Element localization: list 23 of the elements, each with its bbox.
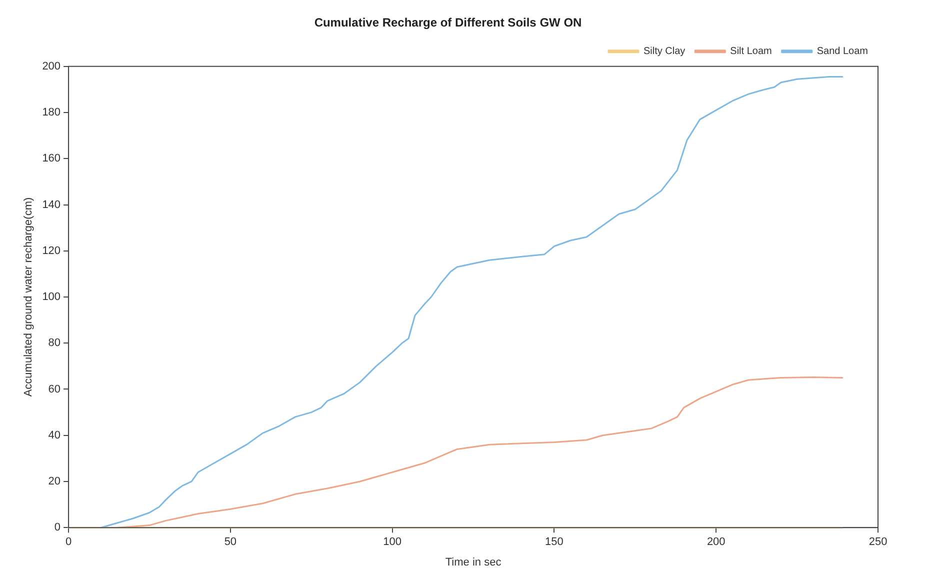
legend-label: Silt Loam	[730, 46, 772, 58]
y-tick-label: 20	[48, 476, 61, 488]
y-tick-label: 200	[42, 60, 61, 72]
chart-title: Cumulative Recharge of Different Soils GW ON	[314, 16, 582, 30]
y-tick-label: 120	[42, 244, 61, 257]
y-tick-label: 80	[48, 337, 61, 350]
y-tick-label: 60	[48, 383, 61, 396]
x-tick-label: 50	[224, 536, 237, 548]
x-tick-label: 150	[545, 536, 564, 548]
x-tick-label: 200	[706, 536, 726, 548]
y-tick-label: 140	[42, 198, 61, 211]
x-tick-label: 0	[65, 536, 72, 548]
y-tick-label: 160	[42, 152, 61, 165]
y-axis-title: Accumulated ground water recharge(cm)	[22, 197, 35, 397]
y-tick-label: 180	[42, 106, 61, 119]
x-tick-label: 250	[868, 536, 888, 548]
y-tick-label: 40	[48, 429, 61, 442]
x-axis-title: Time in sec	[445, 556, 502, 568]
legend-label: Sand Loam	[816, 46, 868, 58]
y-tick-label: 100	[42, 291, 61, 304]
x-tick-label: 100	[383, 536, 402, 548]
legend-label: Silty Clay	[643, 46, 686, 58]
y-tick-label: 0	[54, 522, 61, 534]
